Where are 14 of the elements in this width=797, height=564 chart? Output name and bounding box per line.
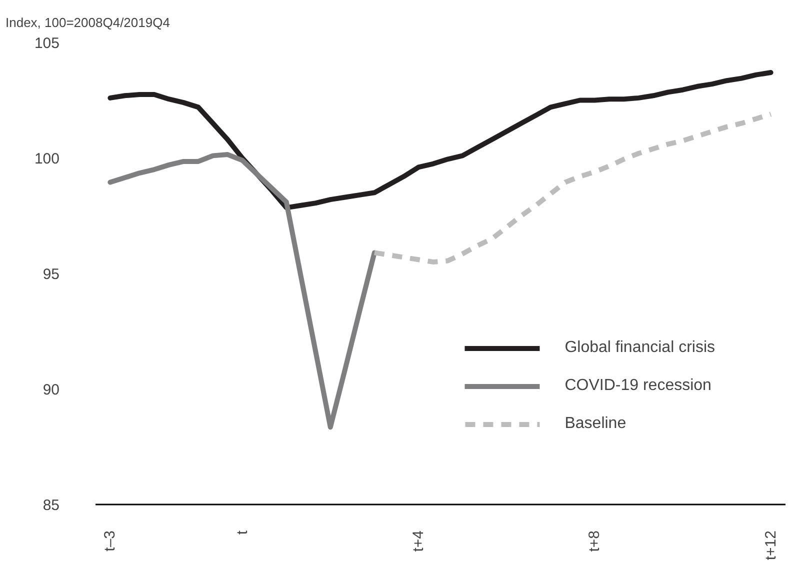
y-tick-label: 90 [42, 382, 60, 398]
x-tick-label: t+8 [586, 530, 604, 552]
y-tick-label: 85 [42, 497, 60, 514]
x-tick-label: t+4 [410, 530, 427, 552]
legend-label: Global financial crisis [564, 339, 715, 357]
legend-label: Baseline [564, 415, 626, 433]
y-tick-label: 100 [34, 150, 60, 168]
legend-label: COVID-19 recession [564, 377, 712, 395]
x-tick-label: t [234, 530, 251, 535]
x-tick-label: t+12 [762, 530, 780, 560]
chart-title: Index, 100=2008Q4/2019Q4 [6, 15, 170, 30]
y-tick-label: 95 [42, 266, 60, 283]
x-tick-label: t–3 [102, 530, 119, 552]
y-tick-label: 105 [34, 35, 60, 52]
